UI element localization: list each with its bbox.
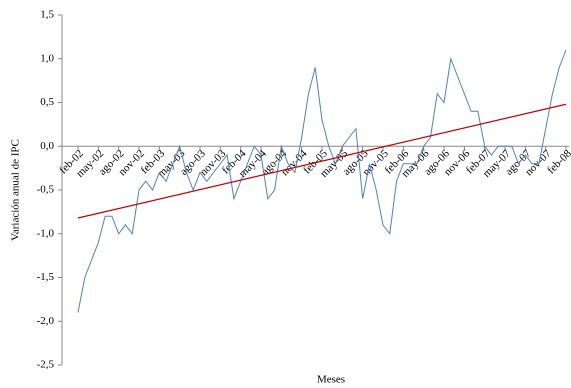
y-tick-label: 0,5 (40, 96, 54, 108)
y-tick-label: -1,0 (37, 227, 55, 239)
y-tick-label: -2,5 (37, 359, 55, 371)
y-tick-label: -0,5 (37, 184, 55, 196)
y-tick-label: -2,0 (37, 315, 55, 327)
y-axis-label: Variación anual de IPC (10, 139, 22, 241)
y-tick-label: 1,0 (40, 52, 54, 64)
y-tick-label: -1,5 (37, 271, 55, 283)
data-line (77, 49, 567, 313)
x-axis-label: Meses (317, 374, 345, 386)
trend-line (77, 103, 567, 219)
y-tick-label: 0,0 (40, 140, 54, 152)
y-tick-label: 1,5 (40, 9, 54, 21)
